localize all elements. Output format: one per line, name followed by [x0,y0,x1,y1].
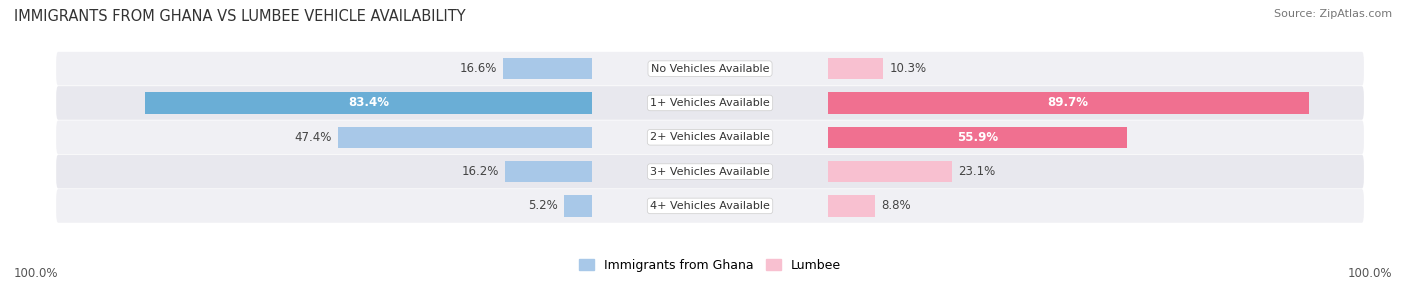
FancyBboxPatch shape [56,86,1364,120]
Bar [564,195,592,217]
Text: 4+ Vehicles Available: 4+ Vehicles Available [650,201,770,211]
Bar [506,161,592,182]
Text: 3+ Vehicles Available: 3+ Vehicles Available [650,167,770,176]
Text: 16.2%: 16.2% [461,165,499,178]
Text: Source: ZipAtlas.com: Source: ZipAtlas.com [1274,9,1392,19]
Text: IMMIGRANTS FROM GHANA VS LUMBEE VEHICLE AVAILABILITY: IMMIGRANTS FROM GHANA VS LUMBEE VEHICLE … [14,9,465,23]
FancyBboxPatch shape [56,155,1364,188]
Text: 55.9%: 55.9% [957,131,998,144]
FancyBboxPatch shape [56,120,1364,154]
Text: 89.7%: 89.7% [1047,96,1088,110]
Bar [828,58,883,79]
Bar [339,127,592,148]
Text: 8.8%: 8.8% [882,199,911,212]
Text: 10.3%: 10.3% [890,62,927,75]
Bar [828,161,952,182]
Text: 47.4%: 47.4% [294,131,332,144]
Text: 5.2%: 5.2% [529,199,558,212]
Text: 2+ Vehicles Available: 2+ Vehicles Available [650,132,770,142]
Text: 83.4%: 83.4% [349,96,389,110]
FancyBboxPatch shape [56,52,1364,86]
Text: 1+ Vehicles Available: 1+ Vehicles Available [650,98,770,108]
Bar [828,127,1128,148]
Bar [503,58,592,79]
Text: 23.1%: 23.1% [957,165,995,178]
Legend: Immigrants from Ghana, Lumbee: Immigrants from Ghana, Lumbee [574,254,846,277]
Text: 100.0%: 100.0% [14,267,59,280]
Text: 100.0%: 100.0% [1347,267,1392,280]
Text: No Vehicles Available: No Vehicles Available [651,64,769,74]
Bar [145,92,592,114]
Bar [828,195,875,217]
Text: 16.6%: 16.6% [460,62,496,75]
FancyBboxPatch shape [56,189,1364,223]
Bar [828,92,1309,114]
